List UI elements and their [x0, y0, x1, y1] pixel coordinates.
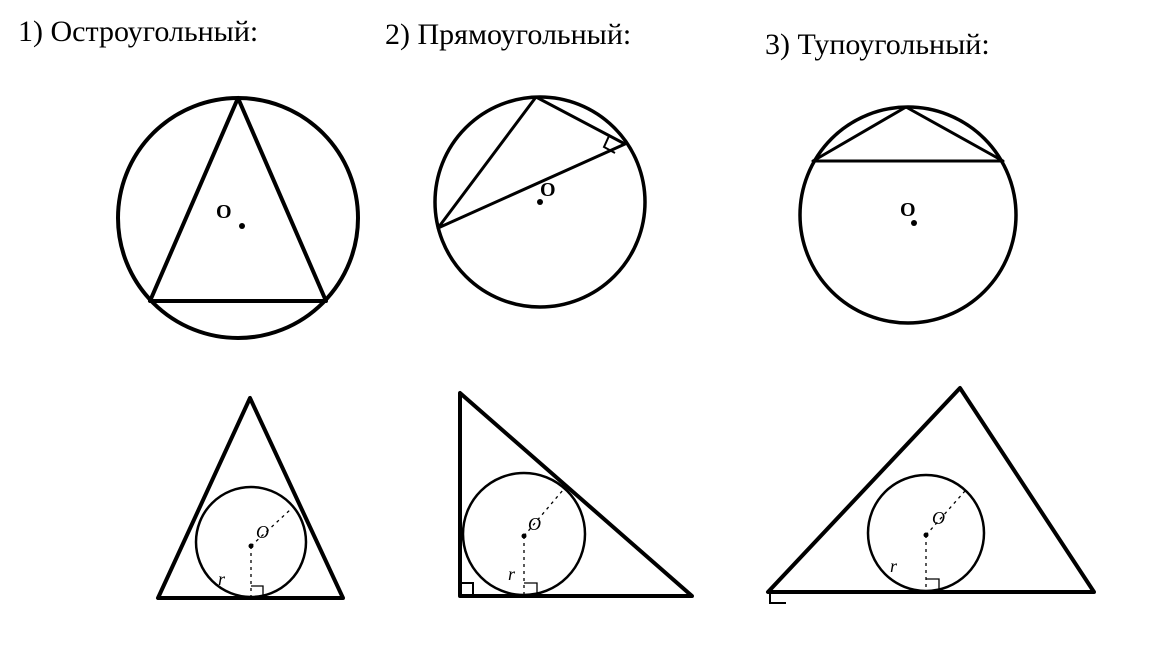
- obtuse-triangle: [813, 107, 1003, 161]
- radius-label-r: r: [890, 556, 898, 576]
- center-label-O: O: [932, 508, 945, 528]
- incircle: [196, 487, 306, 597]
- inscribed-acute: O r: [138, 388, 368, 618]
- circumscribed-right: O: [432, 88, 662, 318]
- inscribed-obtuse: O r: [740, 370, 1120, 620]
- center-label-O: O: [216, 201, 232, 223]
- obtuse-triangle: [768, 388, 1094, 592]
- title-acute: 1) Остроугольный:: [18, 15, 258, 49]
- center-label-O: O: [900, 199, 916, 221]
- radius-label-r: r: [218, 569, 226, 589]
- right-triangle: [438, 97, 625, 228]
- center-dot: [239, 223, 245, 229]
- center-dot: [249, 544, 254, 549]
- title-obtuse: 3) Тупоугольный:: [765, 28, 990, 62]
- inscribed-right: O r: [432, 378, 712, 618]
- title-right: 2) Прямоугольный:: [385, 18, 631, 52]
- center-label-O: O: [528, 514, 541, 534]
- circumscribed-acute: O: [108, 88, 368, 348]
- center-label-O: O: [256, 522, 269, 542]
- circumscribed-obtuse: O: [788, 95, 1028, 335]
- radius-label-r: r: [508, 564, 516, 584]
- acute-triangle: [150, 98, 326, 301]
- center-label-O: O: [540, 179, 556, 201]
- page-root: 1) Остроугольный: 2) Прямоугольный: 3) Т…: [0, 0, 1152, 648]
- center-dot: [924, 533, 929, 538]
- center-dot: [522, 534, 527, 539]
